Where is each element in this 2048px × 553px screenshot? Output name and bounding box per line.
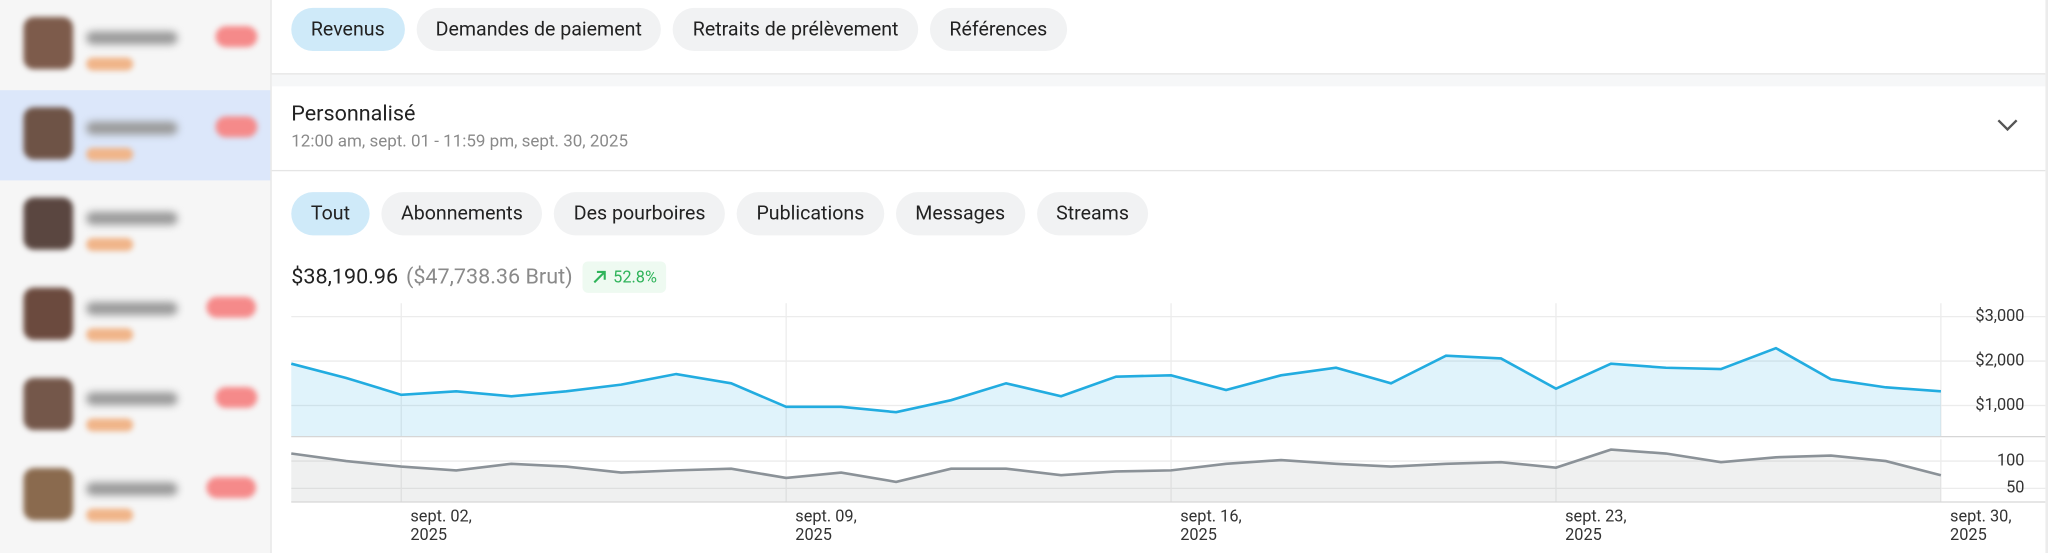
contact-row[interactable] (0, 361, 270, 451)
tab[interactable]: Demandes de paiement (416, 7, 662, 51)
summary: $38,190.96 ($47,738.36 Brut) 52.8% (291, 261, 667, 293)
line (290, 346, 1941, 414)
top-bar (271, 0, 2046, 75)
filter-range: 12:00 am, sept. 01 - 11:59 pm, sept. 30,… (291, 132, 629, 152)
area (291, 449, 1941, 503)
area (291, 348, 1941, 437)
contact-row[interactable] (0, 0, 270, 90)
category-tab[interactable]: Publications (736, 192, 884, 236)
edge (2045, 0, 2048, 553)
filter-title: Personnalisé (291, 101, 416, 127)
category-tab[interactable]: Messages (895, 192, 1025, 236)
tab[interactable]: Références (929, 7, 1067, 51)
x-tick-label: sept. 30, 2025 (1950, 507, 2012, 546)
category-tab[interactable]: Streams (1036, 192, 1149, 236)
change-badge: 52.8% (583, 261, 667, 293)
line (291, 448, 1942, 484)
contact-row[interactable] (0, 451, 270, 541)
x-tick-label: sept. 16, 2025 (1180, 507, 1242, 546)
tab[interactable]: Retraits de prélèvement (673, 7, 919, 51)
net-total: $38,190.96 (291, 264, 399, 290)
category-tab[interactable]: Tout (291, 192, 370, 236)
category-tab[interactable]: Abonnements (381, 192, 543, 236)
top-tabs: Revenus Demandes de paiement Retraits de p… (291, 7, 1067, 51)
category-tabs: Tout Abonnements Des pourboires Publication… (291, 192, 1149, 236)
change-value: 52.8% (613, 267, 657, 287)
separator (271, 74, 2046, 87)
sidebar (0, 0, 272, 553)
y-tick-label: 100 (1997, 450, 2025, 469)
y-tick-label: $3,000 (1975, 306, 2024, 325)
x-tick-label: sept. 23, 2025 (1565, 507, 1627, 546)
contact-row[interactable] (0, 180, 270, 270)
gross-total: ($47,738.36 Brut) (405, 264, 573, 290)
date-filter[interactable]: Personnalisé 12:00 am, sept. 01 - 11:59 … (271, 86, 2046, 172)
tab[interactable]: Revenus (291, 7, 405, 51)
x-tick-label: sept. 09, 2025 (795, 507, 857, 546)
chevron-icon (1997, 119, 2018, 132)
contact-row[interactable] (0, 271, 270, 361)
category-tab[interactable]: Des pourboires (554, 192, 726, 236)
y-tick-label: 50 (2006, 478, 2024, 497)
x-tick-label: sept. 02, 2025 (410, 507, 472, 546)
contact-row[interactable] (0, 90, 271, 181)
y-tick-label: $2,000 (1975, 350, 2024, 369)
y-tick-label: $1,000 (1975, 395, 2024, 414)
arrow-icon (594, 270, 607, 284)
